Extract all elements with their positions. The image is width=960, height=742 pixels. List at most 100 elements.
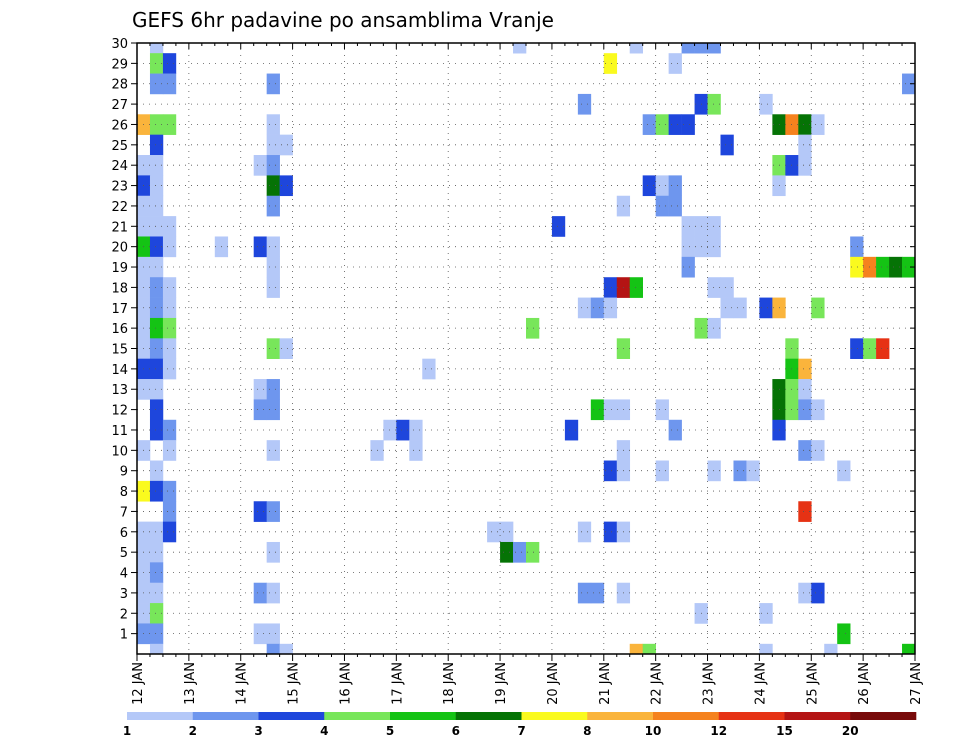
heatmap-cell	[266, 256, 280, 278]
x-tick-label: 24 JAN	[753, 662, 768, 705]
heatmap-cell	[707, 317, 721, 339]
heatmap-cell	[149, 43, 164, 54]
heatmap-cell	[590, 297, 605, 319]
heatmap-cell	[577, 297, 592, 319]
heatmap-cell	[149, 297, 164, 319]
y-tick-label: 19	[111, 261, 128, 276]
y-tick-label: 26	[111, 118, 128, 133]
heatmap-cell	[668, 175, 682, 197]
heatmap-cell	[500, 541, 514, 563]
heatmap-cell	[409, 419, 423, 441]
heatmap-cell	[850, 338, 864, 359]
heatmap-cell	[149, 134, 164, 156]
heatmap-cell	[162, 358, 177, 380]
heatmap-cell	[266, 236, 280, 258]
heatmap-cell	[577, 521, 592, 543]
heatmap-cell	[798, 134, 812, 156]
heatmap-cell	[668, 114, 682, 135]
x-tick-label: 12 JAN	[131, 662, 146, 705]
y-tick-label: 16	[111, 322, 128, 337]
heatmap-cell	[162, 73, 177, 95]
legend-swatch	[521, 712, 588, 720]
heatmap-cell	[837, 460, 851, 482]
y-tick-label: 18	[111, 281, 128, 296]
y-tick-label: 4	[120, 567, 128, 582]
heatmap-cell	[668, 195, 682, 217]
heatmap-cell	[798, 114, 812, 135]
heatmap-cell	[850, 256, 864, 278]
y-tick-label: 30	[111, 37, 128, 52]
heatmap-cell	[811, 440, 825, 461]
heatmap-cell	[149, 379, 164, 400]
legend-swatch	[718, 712, 785, 720]
y-tick-label: 9	[120, 465, 128, 480]
heatmap-cell	[577, 93, 592, 115]
y-tick-label: 28	[111, 78, 128, 93]
heatmap-cell	[733, 460, 747, 482]
heatmap-cell	[162, 480, 177, 502]
heatmap-cell	[798, 582, 812, 604]
legend-label: 3	[254, 724, 262, 738]
heatmap-cell	[149, 73, 164, 95]
heatmap-cell	[279, 643, 293, 655]
y-tick-label: 27	[111, 98, 128, 113]
heatmap-cell	[149, 603, 164, 624]
y-tick-label: 1	[120, 628, 128, 643]
y-tick-label: 11	[111, 424, 128, 439]
legend-swatch	[587, 712, 654, 720]
heatmap-cell	[707, 460, 721, 482]
heatmap-cell	[149, 53, 164, 74]
y-tick-label: 22	[111, 200, 128, 215]
heatmap-cell	[526, 317, 540, 339]
heatmap-cell	[162, 440, 177, 461]
color-legend: 1 2 3 4 5 6 7 8 10 12 15 20	[123, 712, 917, 738]
heatmap-cell	[798, 501, 812, 522]
heatmap-cell	[824, 643, 838, 655]
heatmap-cell	[642, 175, 656, 197]
heatmap-cell	[746, 460, 760, 482]
heatmap-cell	[876, 256, 890, 278]
heatmap-cell	[577, 582, 592, 604]
heatmap-cell	[162, 521, 177, 543]
y-tick-label: 20	[111, 241, 128, 256]
heatmap-cell	[513, 43, 527, 54]
heatmap-cell	[603, 521, 618, 543]
legend-label: 6	[452, 724, 460, 738]
heatmap-cell	[603, 297, 618, 319]
heatmap-cell	[266, 399, 280, 421]
heatmap-cell	[149, 317, 164, 339]
heatmap-cell	[149, 419, 164, 441]
heatmap-cell	[668, 419, 682, 441]
legend-label: 5	[386, 724, 394, 738]
heatmap-cell	[149, 236, 164, 258]
x-tick-label: 15 JAN	[287, 662, 302, 705]
y-tick-label: 6	[120, 526, 128, 541]
heatmap-cell	[707, 236, 721, 258]
heatmap-cell	[149, 582, 164, 604]
heatmap-cell	[629, 277, 643, 298]
legend-swatch	[390, 712, 457, 720]
grid-lines	[137, 43, 915, 654]
legend-label: 4	[320, 724, 328, 738]
heatmap-cell	[253, 501, 267, 522]
y-tick-label: 24	[111, 159, 128, 174]
heatmap-cell	[902, 73, 916, 95]
y-tick-label: 3	[120, 587, 128, 602]
heatmap-cell	[629, 43, 643, 54]
heatmap-cell	[720, 297, 734, 319]
heatmap-cell	[162, 338, 177, 359]
heatmap-cell	[681, 236, 695, 258]
x-tick-label: 18 JAN	[442, 662, 457, 705]
y-tick-label: 14	[111, 363, 128, 378]
heatmap-cell	[266, 73, 280, 95]
heatmap-cell	[149, 358, 164, 380]
heatmap-cell	[422, 358, 436, 380]
heatmap-cell	[681, 256, 695, 278]
heatmap-cell	[149, 256, 164, 278]
heatmap-cell	[266, 114, 280, 135]
heatmap-cell	[707, 93, 721, 115]
heatmap-cell	[798, 155, 812, 176]
heatmap-cell	[266, 501, 280, 522]
heatmap-cell	[266, 134, 280, 156]
heatmap-cell	[811, 114, 825, 135]
